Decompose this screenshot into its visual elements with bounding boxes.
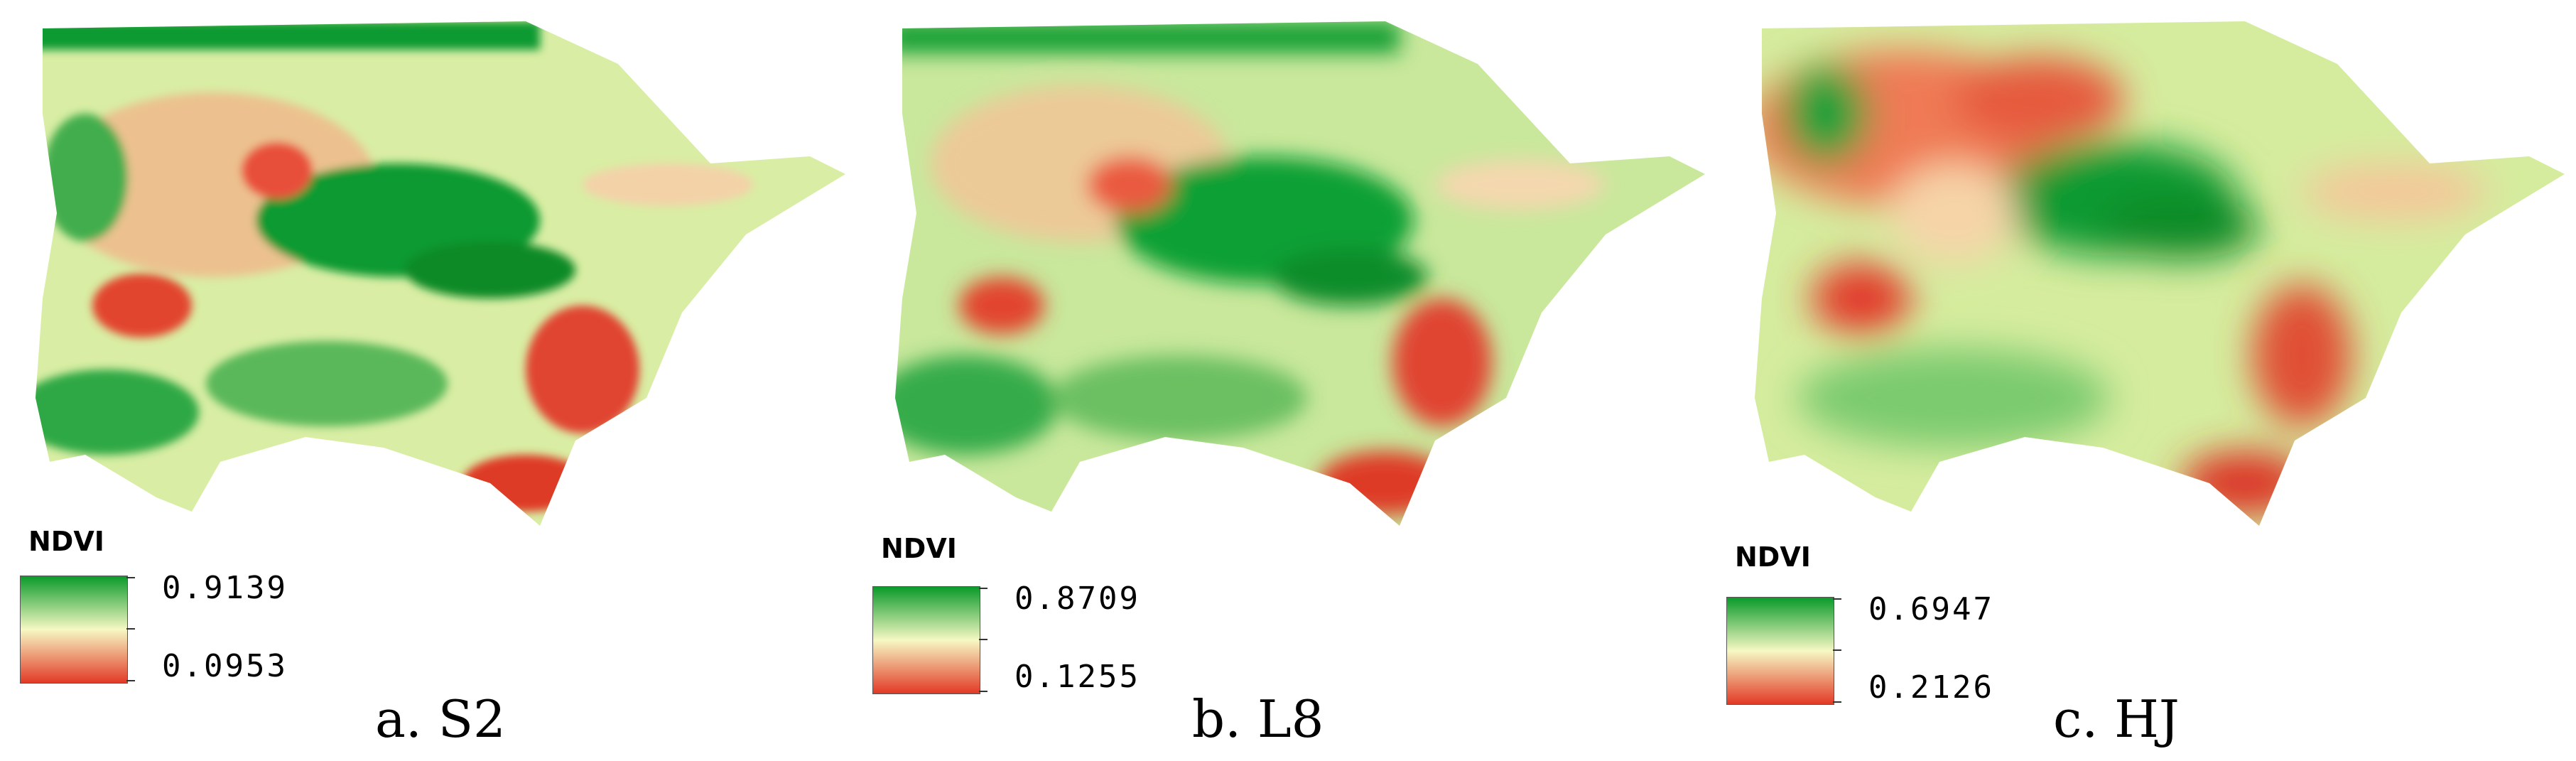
ndvi-color-ramp: [1726, 597, 1834, 705]
panel-l8: NDVI 0.8709 0.1255 b. L8: [860, 0, 1712, 761]
ndvi-color-ramp: [20, 576, 128, 684]
legend-min-value: 0.2126: [1868, 669, 1994, 706]
panel-caption: b. L8: [1192, 689, 1324, 749]
ndvi-map-s2: [36, 21, 845, 526]
ramp-tick-min: [979, 691, 987, 692]
ramp-tick-mid: [1833, 649, 1841, 651]
legend-max-value: 0.8709: [1014, 581, 1140, 617]
panel-caption: c. HJ: [2053, 689, 2180, 749]
ndvi-color-ramp: [872, 586, 980, 694]
ramp-tick-max: [979, 588, 987, 589]
ndvi-map-hj: [1755, 21, 2565, 526]
legend-max-value: 0.6947: [1868, 591, 1994, 627]
legend-min-value: 0.1255: [1014, 659, 1140, 695]
legend-min-value: 0.0953: [162, 648, 288, 684]
ramp-tick-mid: [979, 639, 987, 640]
ndvi-map-l8: [895, 21, 1705, 526]
ramp-tick-min: [126, 680, 135, 681]
panel-s2: NDVI 0.9139 0.0953 a. S2: [0, 0, 853, 761]
ramp-tick-max: [126, 577, 135, 578]
legend-title: NDVI: [28, 526, 104, 557]
ramp-tick-mid: [126, 628, 135, 630]
panel-hj: NDVI 0.6947 0.2126 c. HJ: [1719, 0, 2576, 761]
legend-title: NDVI: [881, 533, 957, 564]
legend-max-value: 0.9139: [162, 570, 288, 606]
ramp-tick-max: [1833, 598, 1841, 600]
legend-title: NDVI: [1735, 541, 1811, 573]
panel-caption: a. S2: [375, 689, 506, 749]
ramp-tick-min: [1833, 701, 1841, 703]
